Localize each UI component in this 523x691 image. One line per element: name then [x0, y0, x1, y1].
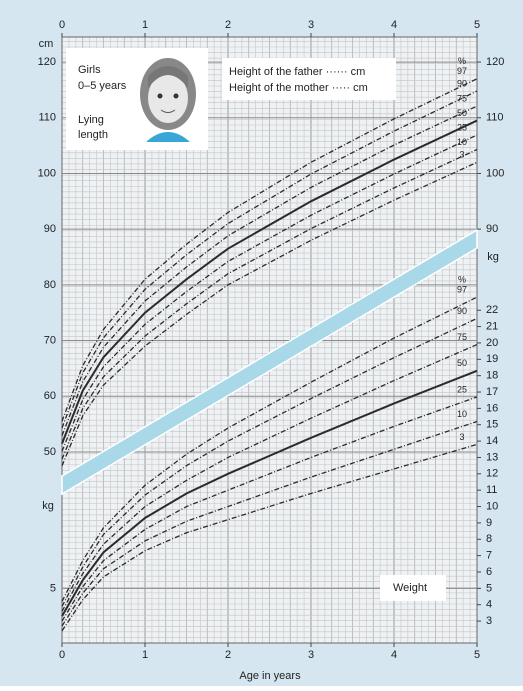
- y-axis-label: cm: [39, 38, 54, 50]
- y2-tick-label: 22: [486, 304, 498, 316]
- y2-tick-label: 17: [486, 386, 498, 398]
- y2-tick-label: 5: [486, 582, 492, 594]
- y2-tick-label: 90: [486, 223, 498, 235]
- percent-label: %: [458, 56, 466, 66]
- annotation: Height of the father ······ cm: [229, 66, 365, 78]
- y-tick-label: 5: [50, 582, 56, 594]
- y2-tick-label: 12: [486, 468, 498, 480]
- y2-tick-label: 14: [486, 435, 498, 447]
- x-axis-label: Age in years: [239, 670, 301, 682]
- legend-label: 75: [457, 332, 467, 342]
- legend-label: 25: [457, 384, 467, 394]
- x-tick-label: 5: [474, 19, 480, 31]
- y2-tick-label: 16: [486, 402, 498, 414]
- legend-label: 25: [457, 122, 467, 132]
- x-tick-label: 2: [225, 19, 231, 31]
- y-tick-label: 50: [44, 446, 56, 458]
- y-axis-label: kg: [42, 500, 54, 512]
- y2-tick-label: 13: [486, 451, 498, 463]
- x-tick-label: 1: [142, 19, 148, 31]
- y-tick-label: 110: [38, 112, 56, 124]
- y-tick-label: 120: [38, 56, 56, 68]
- y-tick-label: 70: [44, 334, 56, 346]
- legend-label: 50: [457, 358, 467, 368]
- y2-tick-label: 9: [486, 517, 492, 529]
- y-tick-label: 60: [44, 390, 56, 402]
- y2-tick-label: 19: [486, 353, 498, 365]
- legend-label: 90: [457, 306, 467, 316]
- y2-tick-label: 4: [486, 599, 492, 611]
- y-tick-label: 90: [44, 223, 56, 235]
- y2-tick-label: 7: [486, 550, 492, 562]
- x-tick-label: 4: [391, 19, 397, 31]
- y2-tick-label: 18: [486, 370, 498, 382]
- x-tick-label: 0: [59, 649, 65, 661]
- legend-label: 3: [459, 150, 464, 160]
- x-tick-label: 3: [308, 649, 314, 661]
- y2-tick-label: 21: [486, 320, 498, 332]
- x-tick-label: 1: [142, 649, 148, 661]
- y2-tick-label: 20: [486, 337, 498, 349]
- label: length: [78, 129, 108, 141]
- label: Lying: [78, 114, 104, 126]
- y2-tick-label: 120: [486, 56, 504, 68]
- x-tick-label: 0: [59, 19, 65, 31]
- y2-tick-label: 6: [486, 566, 492, 578]
- y2-tick-label: 11: [486, 484, 497, 496]
- growth-chart: Girls 0–5 years Lying length Height of t…: [0, 0, 523, 686]
- legend-label: 10: [457, 137, 467, 147]
- y2-tick-label: 8: [486, 533, 492, 545]
- subtitle: 0–5 years: [78, 80, 127, 92]
- y2-tick-label: 3: [486, 615, 492, 627]
- legend-label: 97: [457, 285, 467, 295]
- x-tick-label: 2: [225, 649, 231, 661]
- legend-label: 50: [457, 108, 467, 118]
- y2-tick-label: 10: [486, 500, 498, 512]
- x-tick-label: 3: [308, 19, 314, 31]
- title: Girls: [78, 64, 101, 76]
- legend-label: 3: [459, 432, 464, 442]
- legend-label: 97: [457, 66, 467, 76]
- legend-label: 90: [457, 78, 467, 88]
- percent-label: %: [458, 275, 466, 285]
- x-tick-label: 5: [474, 649, 480, 661]
- y2-axis-label: kg: [487, 251, 499, 263]
- y-tick-label: 80: [44, 279, 56, 291]
- legend-label: 10: [457, 409, 467, 419]
- weight-title: Weight: [393, 582, 427, 594]
- y2-tick-label: 100: [486, 167, 504, 179]
- legend-label: 75: [457, 93, 467, 103]
- x-tick-label: 4: [391, 649, 397, 661]
- y2-tick-label: 15: [486, 419, 498, 431]
- y2-tick-label: 110: [486, 112, 504, 124]
- annotation: Height of the mother ····· cm: [229, 82, 368, 94]
- y-tick-label: 100: [38, 167, 56, 179]
